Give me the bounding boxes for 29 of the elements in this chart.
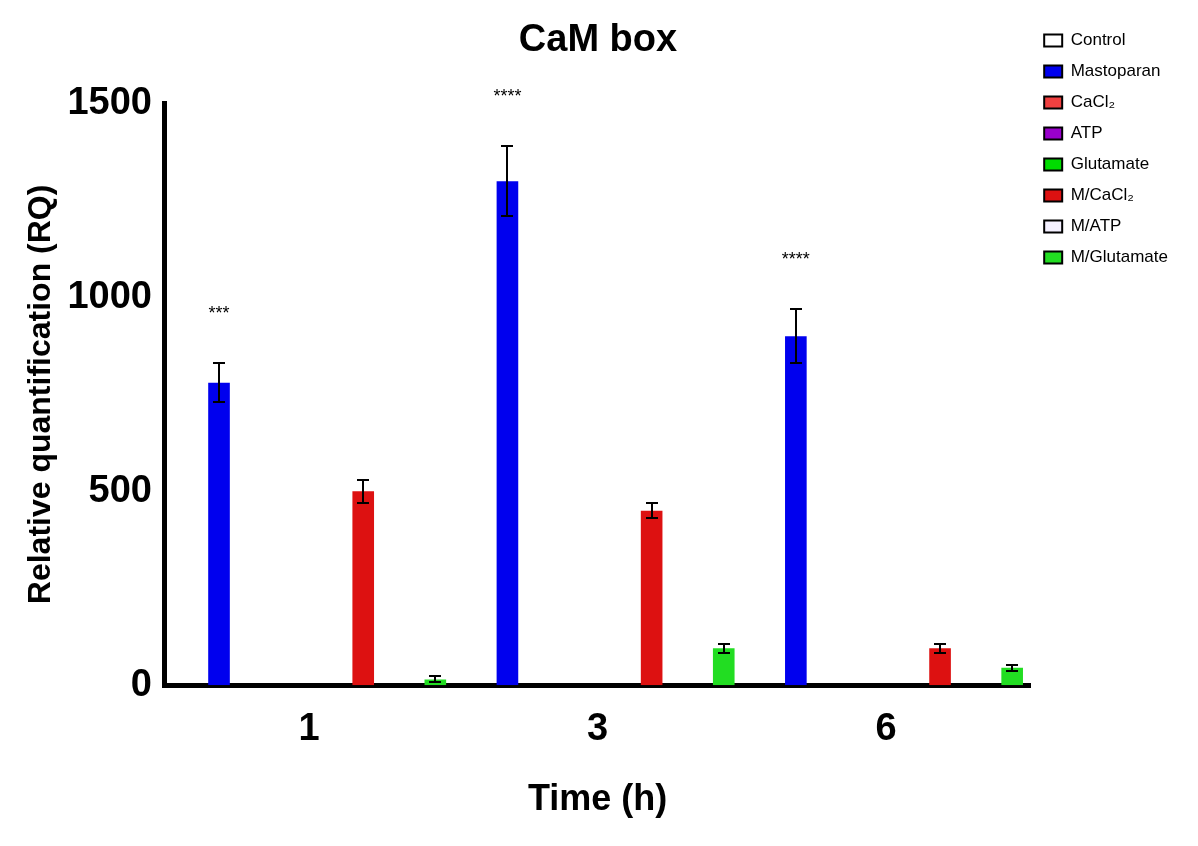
chart-title: CaM box bbox=[518, 17, 678, 60]
y-axis-title: Relative quantification (RQ) bbox=[21, 184, 58, 605]
y-tick-label: 500 bbox=[88, 467, 152, 510]
annotation: *** bbox=[208, 303, 230, 324]
legend-label: M/Glutamate bbox=[1070, 247, 1168, 267]
y-tick-label: 1000 bbox=[67, 273, 152, 316]
annotation: **** bbox=[493, 86, 522, 107]
bar bbox=[1001, 667, 1023, 686]
bar bbox=[640, 510, 663, 686]
legend-label: ATP bbox=[1070, 123, 1103, 143]
bar bbox=[929, 648, 951, 686]
annotation: **** bbox=[781, 249, 810, 270]
bar bbox=[352, 491, 375, 686]
x-tick-label: 3 bbox=[586, 706, 609, 749]
x-axis-title: Time (h) bbox=[527, 777, 668, 819]
legend-label: Control bbox=[1070, 30, 1126, 50]
legend-label: M/ATP bbox=[1070, 216, 1122, 236]
legend-label: Mastoparan bbox=[1070, 61, 1161, 81]
legend-label: M/CaCl₂ bbox=[1070, 185, 1134, 205]
x-tick-label: 6 bbox=[875, 706, 897, 749]
bar bbox=[712, 648, 735, 686]
y-tick-label: 0 bbox=[130, 661, 152, 704]
bar bbox=[785, 336, 807, 686]
legend-label: Glutamate bbox=[1070, 154, 1150, 174]
legend-label: CaCl₂ bbox=[1070, 92, 1116, 112]
y-tick-label: 1500 bbox=[67, 80, 152, 123]
x-tick-label: 1 bbox=[298, 706, 320, 749]
bar bbox=[208, 382, 230, 686]
bar bbox=[496, 181, 519, 686]
